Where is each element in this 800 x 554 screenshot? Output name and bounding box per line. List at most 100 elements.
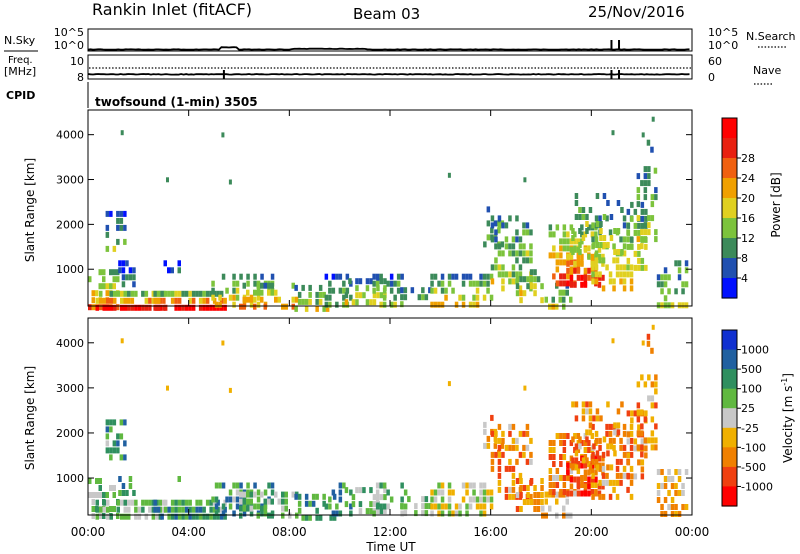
power-cell [127,297,131,304]
power-cell [497,250,502,257]
power-cell [375,273,380,280]
power-cell [232,273,236,280]
power-cell [529,229,533,236]
velocity-cell [109,426,113,433]
power-cell [647,166,651,173]
power-cell [315,305,319,312]
colorbar-swatch [722,466,737,488]
colorbar-swatch [722,178,737,199]
velocity-cell [585,457,589,464]
power-cell [88,276,92,283]
power-cell [225,287,229,294]
power-cell [637,264,641,271]
power-cell [475,301,480,308]
power-cell [256,289,260,296]
power-cell [497,215,502,222]
power-cell [328,301,332,308]
power-cell [629,278,634,285]
velocity-cell [562,433,567,439]
velocity-cell [440,489,445,496]
velocity-cell [329,514,333,521]
velocity-cell [311,500,316,507]
velocity-cell [123,513,127,520]
power-cell [515,276,520,283]
velocity-cell [349,510,353,517]
colorbar-swatch [722,138,737,159]
power-cell [612,278,616,285]
power-cell [555,266,560,273]
power-cell [626,229,631,236]
power-cell [529,250,533,257]
velocity-cell [548,475,553,481]
power-cell [144,290,149,297]
power-cell [246,273,250,280]
velocity-cell [195,499,199,506]
power-cell [587,267,591,274]
velocity-cell [609,443,614,450]
velocity-cell [205,513,210,520]
power-cell [389,301,394,308]
velocity-cell [590,476,595,483]
velocity-cell [270,498,274,505]
power-cell [162,304,166,311]
velocity-cell [400,482,404,489]
power-cell [576,253,581,260]
power-cell [486,220,491,227]
power-cell [109,269,113,276]
velocity-cell [606,464,610,471]
power-cell [386,280,390,287]
velocity-cell [576,483,581,490]
power-cell [644,243,648,250]
power-cell [574,200,579,206]
colorbar-tick-label: 500 [741,363,762,376]
power-cell [475,287,480,294]
velocity-cell [451,489,455,496]
velocity-cell [629,493,634,500]
power-cell [212,304,217,311]
power-cell [608,271,613,278]
power-cell [677,260,682,267]
freq-tick-top: 10 [70,55,84,68]
power-cell [650,215,655,222]
velocity-cell [162,499,166,506]
power-cell [622,250,627,257]
power-cell [318,284,323,291]
power-cell [587,245,591,252]
power-cell [640,264,645,271]
velocity-cell [656,497,661,503]
power-cell [501,264,505,271]
velocity-cell [198,506,203,513]
power-cell [562,259,567,266]
power-cell [504,236,509,243]
velocity-cell [590,489,595,495]
velocity-cell [515,506,520,512]
velocity-cell [588,408,593,415]
velocity-cell [263,489,268,496]
velocity-cell [112,485,116,491]
power-cell [468,280,473,287]
velocity-cell [95,499,99,506]
power-cell [134,304,138,311]
power-cell [529,283,534,290]
velocity-cell [328,503,332,510]
velocity-cell [594,482,598,488]
velocity-cell [606,401,610,408]
power-cell [647,180,651,187]
power-cell [501,250,505,257]
velocity-cell [650,395,655,402]
velocity-cell [508,458,512,465]
velocity-cell [235,496,240,503]
velocity-cell [489,496,494,503]
power-cell [626,257,631,264]
power-cell [558,296,562,303]
velocity-cell [458,503,462,510]
power-cell [633,208,638,215]
velocity-cell [592,415,596,422]
velocity-cell [619,479,623,486]
power-cell [494,243,498,250]
power-cell [601,274,605,281]
velocity-cell [99,506,103,513]
velocity-cell [221,482,226,489]
velocity-cell [214,496,219,503]
velocity-cell [116,499,120,506]
